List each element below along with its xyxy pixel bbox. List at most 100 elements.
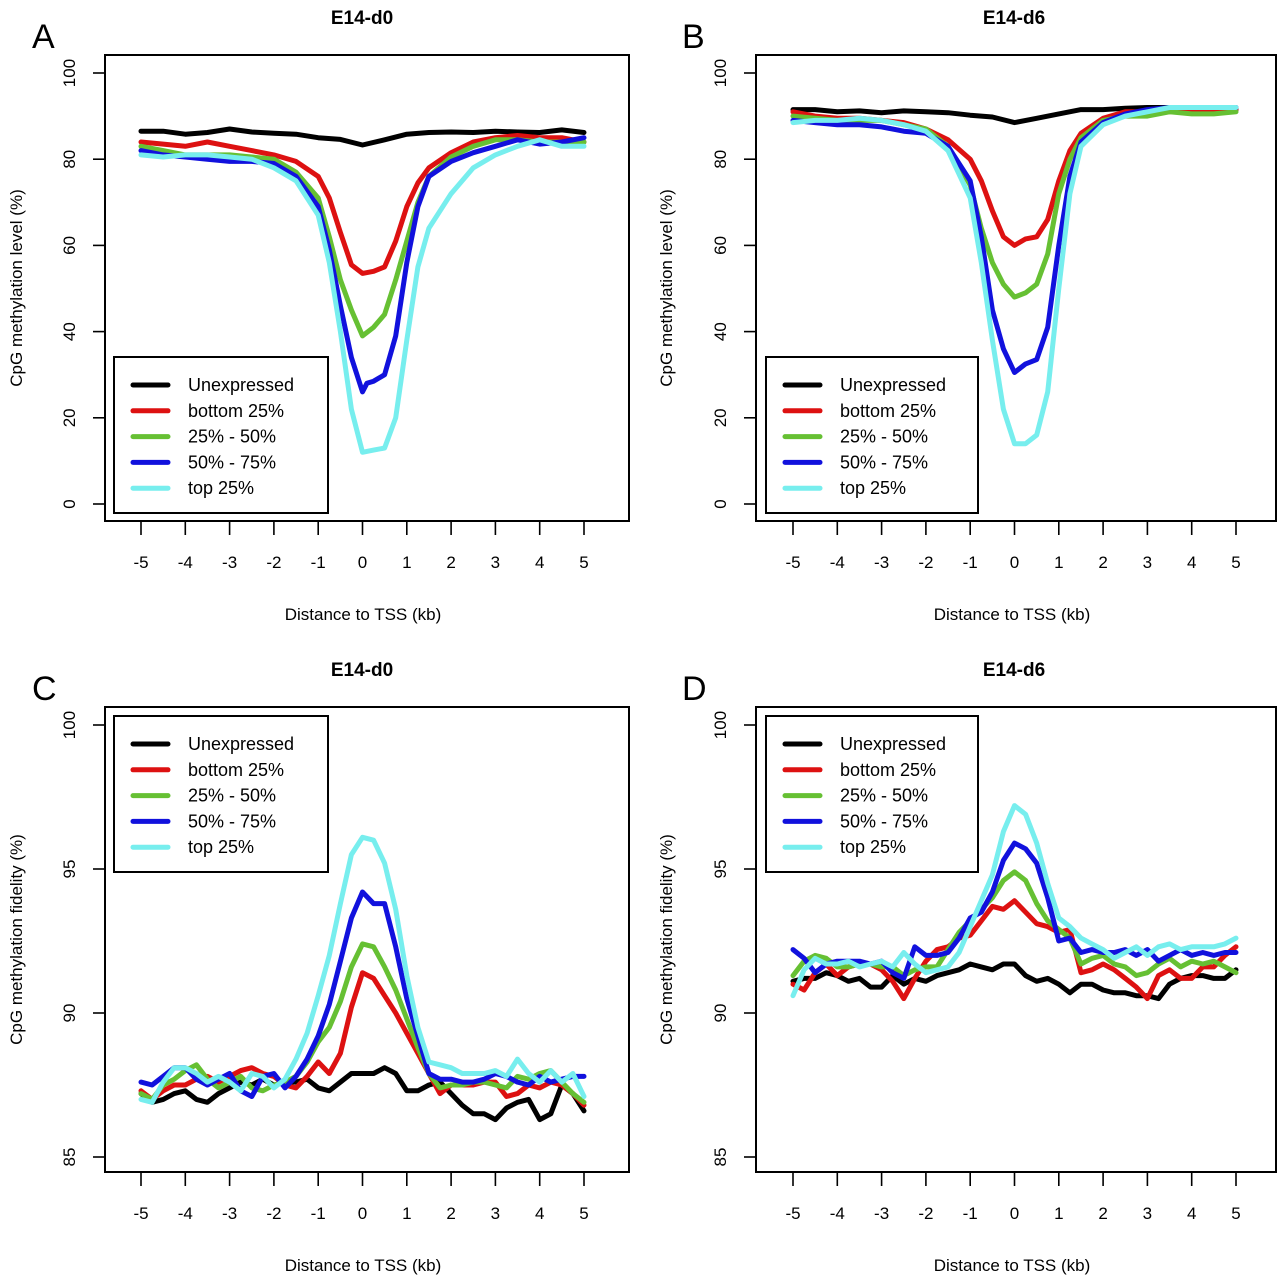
x-tick-label: 5: [579, 1204, 588, 1223]
x-tick-label: 1: [402, 553, 411, 572]
legend-label: top 25%: [188, 837, 254, 857]
x-tick-label: 0: [358, 553, 367, 572]
legend-label: 25% - 50%: [188, 427, 276, 447]
y-tick-label: 40: [60, 322, 79, 341]
legend-label: Unexpressed: [840, 734, 946, 754]
x-tick-label: -4: [178, 1204, 193, 1223]
series-line-50-75: [138, 889, 587, 1099]
y-tick-label: 80: [60, 150, 79, 169]
y-axis-label: CpG methylation level (%): [7, 189, 26, 386]
x-tick-label: -5: [133, 553, 148, 572]
x-tick-label: 4: [1187, 553, 1196, 572]
x-tick-label: 3: [491, 553, 500, 572]
x-tick-label: -3: [222, 1204, 237, 1223]
x-tick-label: 5: [1231, 553, 1240, 572]
legend-label: Unexpressed: [188, 734, 294, 754]
y-tick-label: 90: [711, 1004, 730, 1023]
series-line-50-75: [790, 105, 1239, 375]
series-line-unexpressed: [790, 961, 1239, 1002]
panel-letter: D: [682, 670, 707, 708]
y-tick-label: 20: [711, 408, 730, 427]
legend-label: 25% - 50%: [840, 427, 928, 447]
plot-frame: [755, 706, 1277, 1173]
legend: Unexpressed bottom 25% 25% - 50% 50% - 75% t…: [113, 715, 329, 873]
x-tick-label: 1: [1054, 1204, 1063, 1223]
x-tick-label: -2: [266, 553, 281, 572]
x-tick-label: 1: [402, 1204, 411, 1223]
legend-label: bottom 25%: [188, 760, 284, 780]
legend-label: 50% - 75%: [840, 452, 928, 472]
x-tick-label: -5: [785, 1204, 800, 1223]
series-line-unexpressed: [138, 126, 587, 148]
chart-title: E14-d0: [331, 660, 393, 681]
chart-title: E14-d6: [983, 660, 1045, 681]
series-line-50-75: [138, 135, 587, 395]
x-tick-label: -5: [785, 553, 800, 572]
x-tick-label: 5: [579, 553, 588, 572]
legend: Unexpressed bottom 25% 25% - 50% 50% - 75% t…: [765, 715, 979, 873]
x-axis-label: Distance to TSS (kb): [285, 1256, 442, 1275]
x-tick-label: -1: [963, 553, 978, 572]
y-tick-label: 100: [60, 711, 79, 739]
x-tick-label: 4: [1187, 1204, 1196, 1223]
x-tick-label: 0: [358, 1204, 367, 1223]
y-tick-label: 60: [60, 236, 79, 255]
panel-letter: C: [32, 670, 57, 708]
y-tick-label: 90: [60, 1004, 79, 1023]
y-axis-label: CpG methylation level (%): [657, 189, 676, 386]
series-lines: [138, 126, 587, 455]
y-tick-label: 95: [711, 860, 730, 879]
series-lines: [138, 834, 587, 1123]
legend: Unexpressed bottom 25% 25% - 50% 50% - 75% t…: [765, 356, 979, 514]
y-axis-label: CpG methylation fidelity (%): [657, 834, 676, 1045]
legend: Unexpressed bottom 25% 25% - 50% 50% - 75% t…: [113, 356, 329, 514]
x-tick-label: -1: [311, 553, 326, 572]
legend-label: Unexpressed: [188, 375, 294, 395]
legend-label: top 25%: [840, 478, 906, 498]
y-tick-label: 95: [60, 860, 79, 879]
x-axis-label: Distance to TSS (kb): [285, 605, 442, 624]
legend-label: 25% - 50%: [840, 786, 928, 806]
legend-label: 50% - 75%: [840, 811, 928, 831]
chart-panel-c: C E14-d0 -5 -4 -3 -2 -1 0 1 2 3 4 5 85 90 95 100 Distance…: [7, 660, 630, 1275]
x-tick-label: -3: [874, 1204, 889, 1223]
y-tick-label: 40: [711, 322, 730, 341]
y-tick-label: 20: [60, 408, 79, 427]
x-tick-label: 2: [446, 1204, 455, 1223]
x-tick-label: -2: [266, 1204, 281, 1223]
x-tick-label: 3: [491, 1204, 500, 1223]
series-line-top-25: [138, 834, 587, 1105]
legend-label: top 25%: [840, 837, 906, 857]
plot-frame: [755, 54, 1277, 522]
x-tick-label: -2: [918, 1204, 933, 1223]
x-tick-label: 4: [535, 553, 544, 572]
legend-label: 50% - 75%: [188, 811, 276, 831]
plot-frame: [104, 54, 630, 522]
x-tick-label: -3: [222, 553, 237, 572]
x-tick-label: -2: [918, 553, 933, 572]
y-tick-label: 60: [711, 236, 730, 255]
x-tick-label: -3: [874, 553, 889, 572]
chart-panel-b: B E14-d6 -5 -4 -3 -2 -1 0 1 2 3 4 5 0 20 40 60 80 100 Dista…: [657, 8, 1277, 624]
series-line-top-25: [790, 803, 1239, 999]
x-tick-label: -4: [830, 553, 845, 572]
x-tick-label: 2: [446, 553, 455, 572]
legend-label: top 25%: [188, 478, 254, 498]
x-tick-label: 2: [1098, 553, 1107, 572]
y-tick-label: 85: [60, 1148, 79, 1167]
y-tick-label: 100: [60, 59, 79, 87]
chart-title: E14-d6: [983, 8, 1045, 29]
x-tick-label: -1: [963, 1204, 978, 1223]
chart-panel-d: D E14-d6 -5 -4 -3 -2 -1 0 1 2 3 4 5 85 90 95 100 Distance…: [657, 660, 1277, 1275]
y-tick-label: 100: [711, 711, 730, 739]
legend-label: 50% - 75%: [188, 452, 276, 472]
series-line-unexpressed: [138, 1065, 587, 1123]
legend-label: bottom 25%: [840, 760, 936, 780]
series-line-top-25: [790, 105, 1239, 447]
x-tick-label: 4: [535, 1204, 544, 1223]
legend-label: 25% - 50%: [188, 786, 276, 806]
chart-title: E14-d0: [331, 8, 393, 29]
x-tick-label: 3: [1143, 553, 1152, 572]
x-tick-label: 1: [1054, 553, 1063, 572]
x-tick-label: 0: [1010, 1204, 1019, 1223]
